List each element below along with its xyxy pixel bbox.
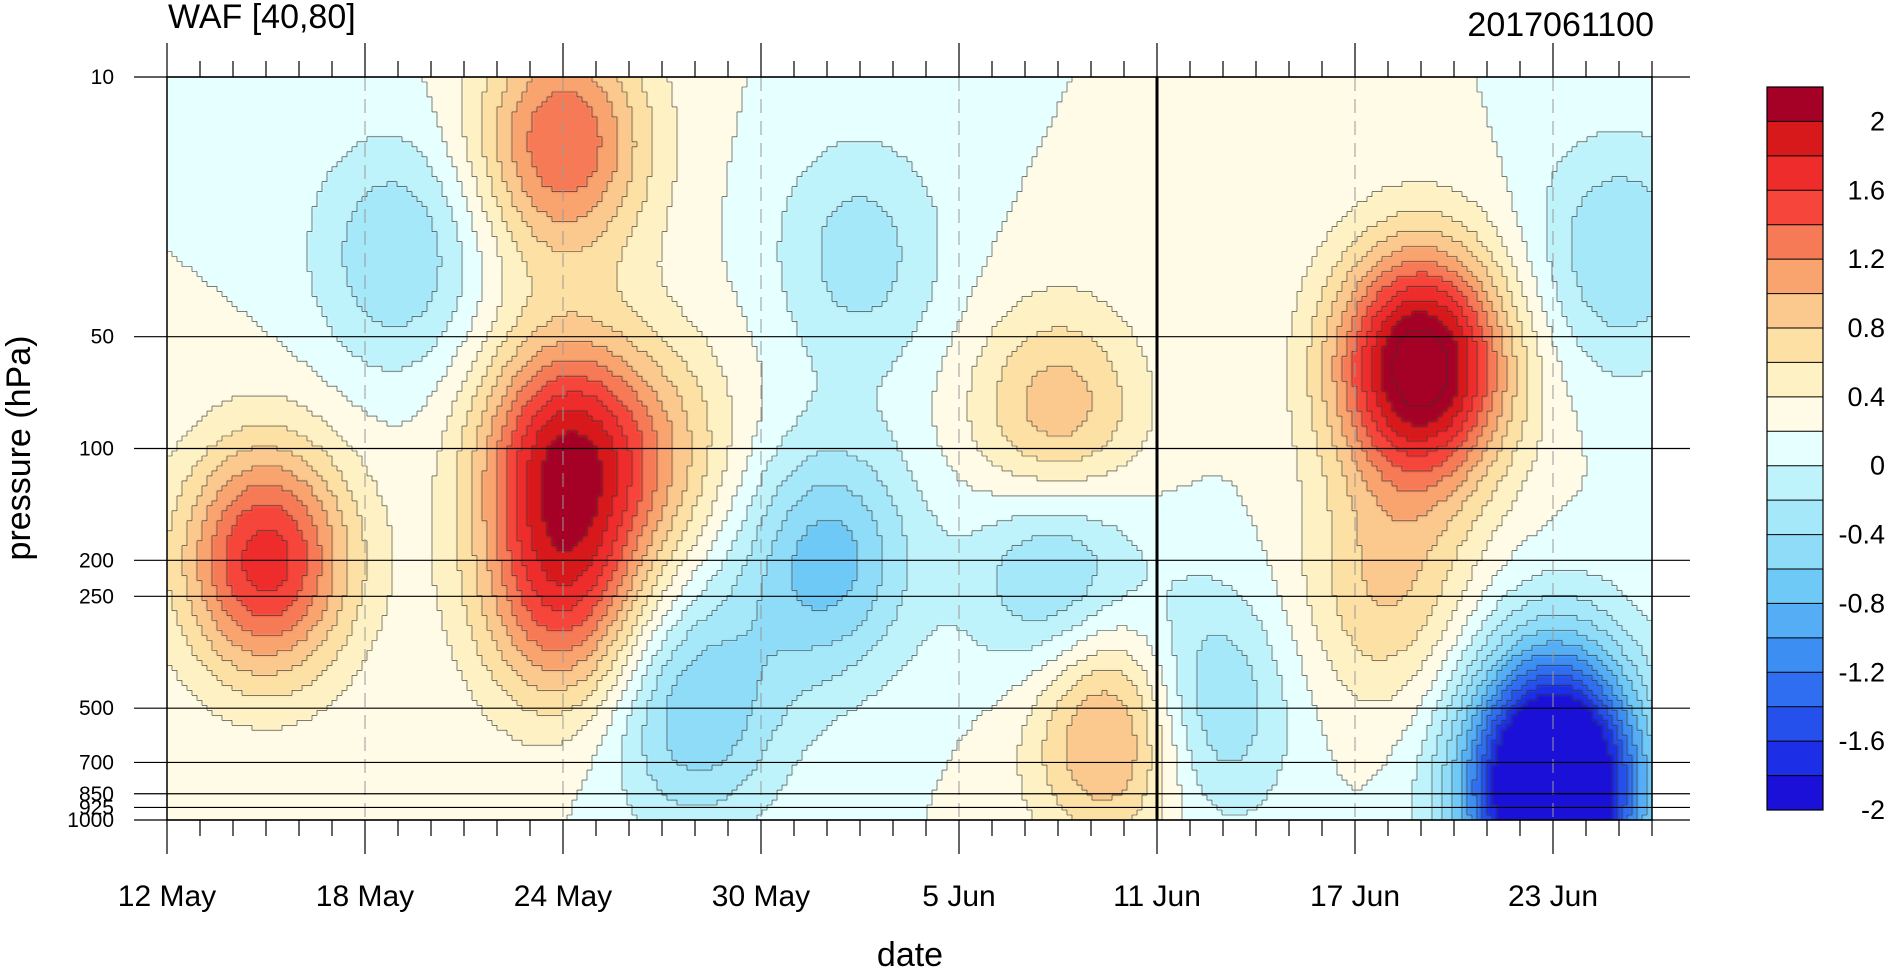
y-tick-label: 700: [79, 751, 114, 774]
colorbar-swatch: [1767, 155, 1823, 191]
colorbar-swatch: [1767, 87, 1823, 122]
y-tick-label: 500: [79, 697, 114, 720]
colorbar-swatch: [1767, 293, 1823, 329]
contour-line-set: [167, 77, 1652, 820]
colorbar-label: 0.4: [1847, 382, 1885, 412]
colorbar-swatch: [1767, 362, 1823, 398]
x-tick-label: 24 May: [514, 880, 612, 913]
colorbar-swatch: [1767, 672, 1823, 708]
colorbar-frame: [1766, 86, 1824, 811]
colorbar-swatch: [1767, 775, 1823, 811]
colorbar-swatch: [1767, 431, 1823, 467]
colorbar-swatch: [1767, 465, 1823, 501]
colorbar-swatch: [1767, 396, 1823, 432]
x-tick-label: 30 May: [712, 880, 810, 913]
colorbar-swatch: [1767, 224, 1823, 260]
contour-lines: [167, 77, 1652, 820]
colorbar-label: -2: [1861, 795, 1885, 825]
x-tick-label: 12 May: [118, 880, 216, 913]
colorbar-swatch: [1767, 259, 1823, 295]
colorbar-swatch: [1767, 706, 1823, 742]
colorbar-swatch: [1767, 121, 1823, 157]
y-tick-label: 850: [79, 783, 114, 806]
y-tick-label: 10: [91, 66, 114, 89]
colorbar-label: 2: [1870, 106, 1885, 136]
colorbar: 2 1.6 1.2 0.8 0.4 0 -0.4 -0.8 -1.2 -1.6 -2: [1766, 86, 1885, 825]
y-tick-label: 250: [79, 585, 114, 608]
chart-title-right: 2017061100: [1467, 6, 1654, 44]
colorbar-swatch: [1767, 500, 1823, 536]
y-tick-label: 50: [91, 326, 114, 349]
y-axis-label: pressure (hPa): [0, 336, 38, 561]
colorbar-label: 1.6: [1847, 175, 1885, 205]
colorbar-label: 0.8: [1847, 313, 1885, 343]
y-tick-label: 200: [79, 549, 114, 572]
x-tick-label: 23 Jun: [1508, 880, 1598, 913]
colorbar-swatch: [1767, 190, 1823, 226]
colorbar-label: -0.8: [1838, 588, 1885, 618]
colorbar-swatch: [1767, 328, 1823, 363]
x-axis: 12 May 18 May 24 May 30 May 5 Jun 11 Jun 17 Ju…: [118, 43, 1653, 913]
chart-title-left: WAF [40,80]: [168, 0, 356, 36]
colorbar-swatch: [1767, 569, 1823, 604]
y-tick-label: 1000: [67, 809, 114, 832]
colorbar-swatch: [1767, 741, 1823, 777]
colorbar-label: -0.4: [1838, 520, 1885, 550]
colorbar-swatch: [1767, 603, 1823, 639]
x-axis-label: date: [877, 936, 943, 968]
colorbar-label: -1.2: [1838, 657, 1885, 687]
x-tick-label: 18 May: [316, 880, 414, 913]
colorbar-swatch: [1767, 534, 1823, 570]
colorbar-label: 0: [1870, 451, 1885, 481]
colorbar-label: -1.6: [1838, 726, 1885, 756]
x-tick-label: 17 Jun: [1310, 880, 1400, 913]
y-tick-label: 925: [79, 796, 114, 819]
y-tick-label: 100: [79, 438, 114, 461]
colorbar-swatch: [1767, 637, 1823, 673]
x-tick-label: 11 Jun: [1113, 880, 1201, 913]
x-tick-label: 5 Jun: [922, 880, 995, 913]
colorbar-label: 1.2: [1847, 244, 1885, 274]
